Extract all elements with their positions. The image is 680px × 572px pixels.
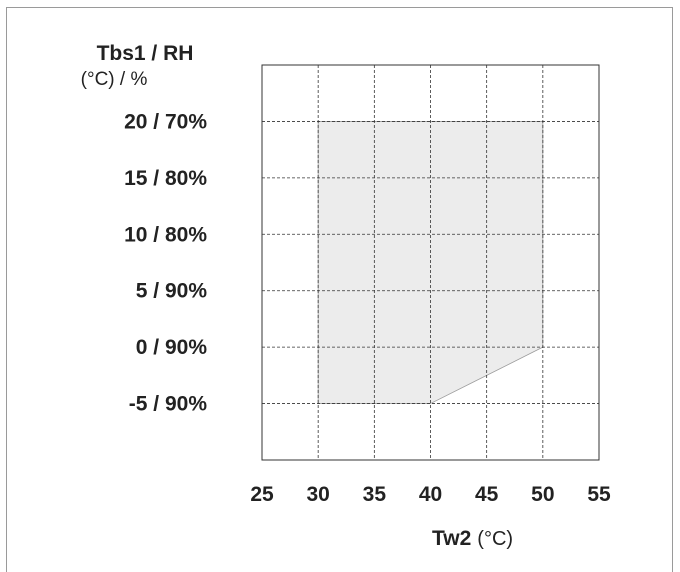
x-tick-label: 25 <box>250 483 274 506</box>
x-tick-label: 55 <box>587 483 611 506</box>
y-tick-label: -5 / 90% <box>129 393 208 416</box>
x-axis-title: Tw2 <box>432 527 471 550</box>
x-tick-label: 50 <box>531 483 554 506</box>
y-tick-label: 15 / 80% <box>124 167 207 190</box>
y-axis-title: Tbs1 / RH <box>97 42 194 65</box>
y-tick-label: 20 / 70% <box>124 110 207 133</box>
y-tick-label: 0 / 90% <box>136 336 208 359</box>
y-tick-labels: 20 / 70% 15 / 80% 10 / 80% 5 / 90% 0 / 90% -5… <box>124 110 207 415</box>
y-axis-unit: (°C) / % <box>81 69 148 90</box>
x-tick-label: 40 <box>419 483 442 506</box>
y-tick-label: 5 / 90% <box>136 280 208 303</box>
x-tick-label: 45 <box>475 483 499 506</box>
x-tick-label: 35 <box>363 483 387 506</box>
figure-frame <box>6 7 673 572</box>
plot-area-border <box>261 64 600 461</box>
x-axis-title-group: Tw2 (°C) <box>432 527 513 550</box>
x-axis-unit: (°C) <box>477 528 513 550</box>
x-tick-label: 30 <box>306 483 329 506</box>
x-tick-labels: 25 30 35 40 45 50 55 <box>250 483 611 506</box>
grid-layer <box>262 65 599 460</box>
y-tick-label: 10 / 80% <box>124 223 207 246</box>
